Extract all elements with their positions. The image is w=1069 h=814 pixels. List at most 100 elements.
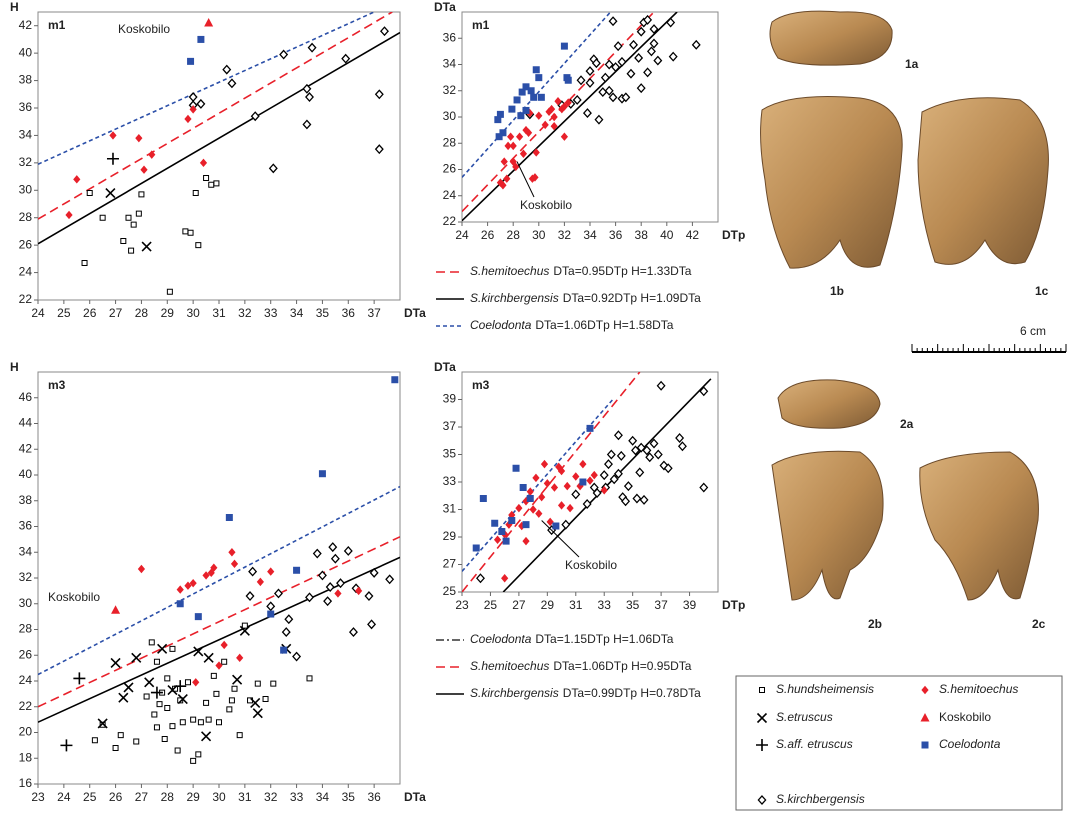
data-point	[185, 680, 190, 685]
x-tick-label: 25	[83, 790, 97, 804]
x-tick-label: 24	[31, 306, 45, 320]
data-point	[165, 676, 170, 681]
y-tick-label: 33	[443, 474, 457, 488]
y-tick-label: 36	[443, 30, 457, 44]
x-tick-label: 26	[83, 306, 97, 320]
data-point	[520, 484, 527, 491]
data-point	[232, 686, 237, 691]
data-point	[131, 222, 136, 227]
data-point	[187, 58, 194, 65]
y-tick-label: 32	[443, 83, 457, 97]
x-tick-label: 30	[212, 790, 226, 804]
y-axis-label: DTa	[434, 360, 456, 374]
x-tick-label: 37	[367, 306, 381, 320]
data-point	[193, 191, 198, 196]
figure: 2425262728293031323334353637222426283032…	[0, 0, 1069, 814]
data-point	[113, 745, 118, 750]
data-point	[162, 736, 167, 741]
data-point	[473, 545, 480, 552]
data-point	[188, 230, 193, 235]
y-tick-label: 34	[19, 544, 33, 558]
panel-label: m1	[472, 18, 490, 32]
x-tick-label: 34	[316, 790, 330, 804]
y-tick-label: 30	[443, 109, 457, 123]
data-point	[92, 738, 97, 743]
legend-formula: DTa=1.06DTp H=1.58DTa	[535, 318, 673, 332]
data-point	[204, 175, 209, 180]
data-point	[170, 724, 175, 729]
y-axis-label: DTa	[434, 0, 456, 14]
data-point	[222, 659, 227, 664]
x-axis-label: DTa	[404, 790, 426, 804]
data-point	[154, 659, 159, 664]
x-tick-label: 25	[484, 598, 498, 612]
x-axis-label: DTp	[722, 598, 745, 612]
x-tick-label: 27	[135, 790, 149, 804]
scale-label: 6 cm	[1020, 324, 1046, 338]
annotation: Koskobilo	[48, 590, 100, 604]
y-tick-label: 25	[443, 584, 457, 598]
data-point	[514, 96, 521, 103]
y-tick-label: 32	[19, 570, 33, 584]
data-point	[191, 717, 196, 722]
data-point	[149, 640, 154, 645]
y-tick-label: 16	[19, 776, 33, 790]
chart-panel: 2425262728293031323334353637222426283032…	[10, 0, 426, 320]
data-point	[180, 720, 185, 725]
legend-formula: DTa=0.92DTp H=1.09DTa	[563, 291, 701, 305]
y-tick-label: 22	[19, 292, 33, 306]
legend-marker	[760, 688, 765, 693]
data-point	[198, 720, 203, 725]
x-tick-label: 31	[212, 306, 226, 320]
y-tick-label: 39	[443, 392, 457, 406]
y-tick-label: 24	[19, 673, 33, 687]
legend-species: Coelodonta	[470, 318, 532, 332]
data-point	[530, 94, 537, 101]
y-tick-label: 32	[19, 155, 33, 169]
data-point	[226, 514, 233, 521]
data-point	[508, 517, 515, 524]
annotation: Koskobilo	[118, 22, 170, 36]
x-tick-label: 26	[109, 790, 123, 804]
y-tick-label: 28	[19, 210, 33, 224]
legend-label: S.hemitoechus	[939, 682, 1018, 696]
data-point	[152, 712, 157, 717]
data-point	[217, 720, 222, 725]
x-tick-label: 31	[569, 598, 583, 612]
data-point	[209, 182, 214, 187]
data-point	[293, 567, 300, 574]
y-tick-label: 20	[19, 725, 33, 739]
x-tick-label: 26	[481, 228, 495, 242]
legend-label: Koskobilo	[939, 710, 991, 724]
x-tick-label: 34	[290, 306, 304, 320]
legend-line-label: S.hemitoechusDTa=0.95DTp H=1.33DTa	[470, 264, 692, 278]
data-point	[165, 706, 170, 711]
data-point	[513, 465, 520, 472]
data-point	[319, 470, 326, 477]
y-tick-label: 30	[19, 596, 33, 610]
photos	[761, 11, 1066, 600]
chart-panel: 242628303234363840422224262830323436DTpD…	[434, 0, 745, 242]
legend-line-label: S.hemitoechusDTa=1.06DTp H=0.95DTa	[470, 659, 692, 673]
tooth-2c	[920, 452, 1039, 600]
data-point	[204, 700, 209, 705]
photo-label: 2c	[1032, 617, 1046, 631]
y-tick-label: 34	[19, 128, 33, 142]
x-tick-label: 30	[186, 306, 200, 320]
x-tick-label: 35	[626, 598, 640, 612]
y-tick-label: 28	[443, 135, 457, 149]
data-point	[255, 681, 260, 686]
data-point	[587, 425, 594, 432]
y-tick-label: 40	[19, 45, 33, 59]
x-tick-label: 38	[635, 228, 649, 242]
x-tick-label: 29	[186, 790, 200, 804]
data-point	[82, 260, 87, 265]
data-point	[503, 538, 510, 545]
x-tick-label: 36	[342, 306, 356, 320]
data-point	[154, 725, 159, 730]
data-point	[565, 77, 572, 84]
y-tick-label: 29	[443, 529, 457, 543]
y-tick-label: 38	[19, 493, 33, 507]
legend-species: S.hemitoechus	[470, 659, 549, 673]
data-point	[87, 191, 92, 196]
